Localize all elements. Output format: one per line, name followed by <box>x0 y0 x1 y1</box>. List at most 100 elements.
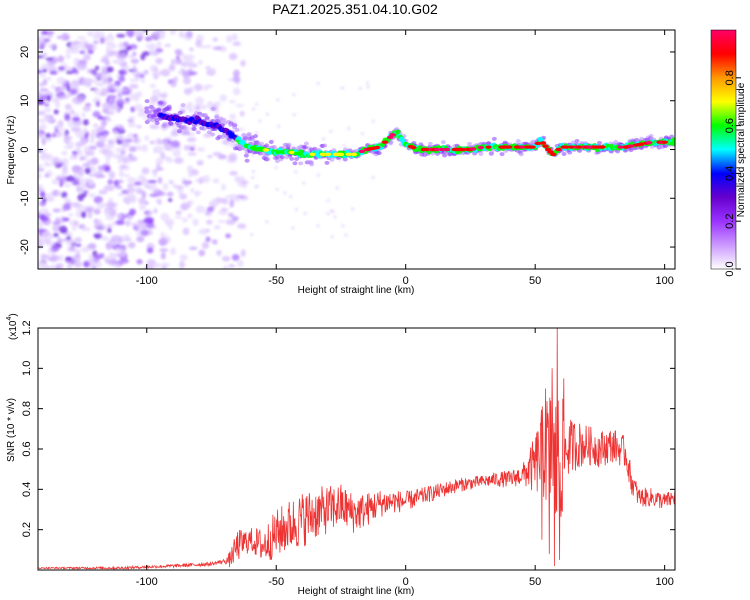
noise-blob <box>113 84 120 91</box>
noise-blob <box>189 146 195 151</box>
noise-blob <box>179 105 187 111</box>
noise-blob <box>136 124 142 129</box>
noise-blob <box>44 213 52 218</box>
snr-scale-suffix: ) <box>8 313 19 316</box>
noise-blob <box>92 40 99 45</box>
ridge-halo <box>227 122 233 127</box>
noise-blob <box>132 65 137 73</box>
noise-blob <box>46 34 54 39</box>
noise-blob <box>57 55 65 63</box>
noise-blob <box>75 95 85 104</box>
noise-blob <box>105 46 113 54</box>
noise-blob <box>232 41 241 47</box>
ridge-halo <box>222 120 228 125</box>
noise-blob <box>101 119 107 127</box>
noise-blob <box>153 208 158 214</box>
noise-blob <box>227 212 235 218</box>
y-tick-label: -10 <box>19 190 31 206</box>
noise-blob <box>82 127 88 134</box>
noise-blob <box>93 222 103 230</box>
spectrogram-ridge <box>144 99 675 167</box>
noise-blob <box>43 153 51 158</box>
noise-blob <box>153 189 163 197</box>
noise-blob <box>100 87 110 95</box>
ridge-halo <box>181 125 187 130</box>
noise-blob <box>118 76 126 83</box>
noise-blob <box>107 139 115 145</box>
ridge-halo <box>144 106 150 111</box>
noise-blob <box>235 176 246 181</box>
noise-blob <box>183 87 192 95</box>
noise-blob <box>185 30 193 38</box>
noise-blob <box>74 69 79 75</box>
colorbar-tick-label: 0.4 <box>724 166 736 181</box>
noise-blob <box>371 119 375 123</box>
noise-blob <box>251 170 255 174</box>
ridge-halo <box>491 136 497 141</box>
noise-blob <box>108 171 116 179</box>
x-tick-label: 50 <box>529 275 541 287</box>
noise-blob <box>71 116 81 122</box>
noise-blob <box>80 247 91 253</box>
noise-blob <box>182 76 192 85</box>
noise-blob <box>38 163 44 169</box>
noise-blob <box>104 256 110 264</box>
noise-blob <box>195 104 200 113</box>
noise-blob <box>212 46 223 51</box>
y-tick-label: 20 <box>19 46 31 58</box>
ridge-halo <box>478 151 484 156</box>
noise-blob <box>38 168 45 172</box>
noise-blob <box>57 238 64 243</box>
noise-blob <box>185 54 195 61</box>
noise-blob <box>213 101 222 107</box>
noise-blob <box>340 86 344 90</box>
noise-blob <box>335 186 339 190</box>
noise-blob <box>170 80 177 88</box>
noise-blob <box>127 183 134 189</box>
noise-blob <box>240 249 246 257</box>
noise-blob <box>58 225 68 234</box>
noise-blob <box>73 260 83 268</box>
noise-blob <box>118 136 127 141</box>
noise-blob <box>168 180 174 184</box>
noise-blob <box>111 252 117 261</box>
ridge-peak <box>374 145 381 150</box>
ridge-halo <box>230 138 236 143</box>
y-tick-label: 0 <box>19 146 31 152</box>
noise-blob <box>326 199 330 203</box>
noise-blob <box>201 175 211 183</box>
noise-blob <box>38 133 44 138</box>
colorbar-ticks: 0.0 0.2 0.4 0.6 0.8 <box>724 70 741 277</box>
ridge-halo <box>221 117 227 122</box>
noise-blob <box>76 36 87 40</box>
noise-blob <box>194 83 203 92</box>
noise-blob <box>90 78 97 84</box>
noise-blob <box>56 76 66 85</box>
noise-blob <box>250 233 254 237</box>
noise-blob <box>71 202 81 208</box>
ridge-peak <box>469 147 477 151</box>
noise-blob <box>229 170 238 176</box>
noise-blob <box>75 141 84 147</box>
noise-blob <box>156 138 161 145</box>
noise-blob <box>171 58 177 67</box>
noise-blob <box>211 239 218 245</box>
noise-blob <box>81 111 86 118</box>
snr-plot: -100 -50 0 50 100 0.2 0.4 0.6 0.8 1.0 1.2 Height … <box>6 313 676 597</box>
snr-y-ticks: 0.2 0.4 0.6 0.8 1.0 1.2 <box>21 320 675 537</box>
spectrogram-y-label: Frequency (Hz) <box>6 116 17 185</box>
noise-blob <box>174 185 184 189</box>
noise-blob <box>122 157 129 164</box>
spectrogram-x-ticks: -100 -50 0 50 100 <box>136 30 674 287</box>
ridge-peak <box>254 146 262 151</box>
ridge-peak <box>337 152 345 157</box>
noise-blob <box>170 140 181 148</box>
noise-blob <box>95 75 104 79</box>
noise-blob <box>118 170 125 178</box>
x-tick-label: -100 <box>136 576 158 588</box>
noise-blob <box>333 215 337 219</box>
noise-blob <box>231 253 240 261</box>
noise-blob <box>157 198 162 206</box>
noise-blob <box>45 193 54 201</box>
colorbar-tick-label: 0.6 <box>724 118 736 133</box>
